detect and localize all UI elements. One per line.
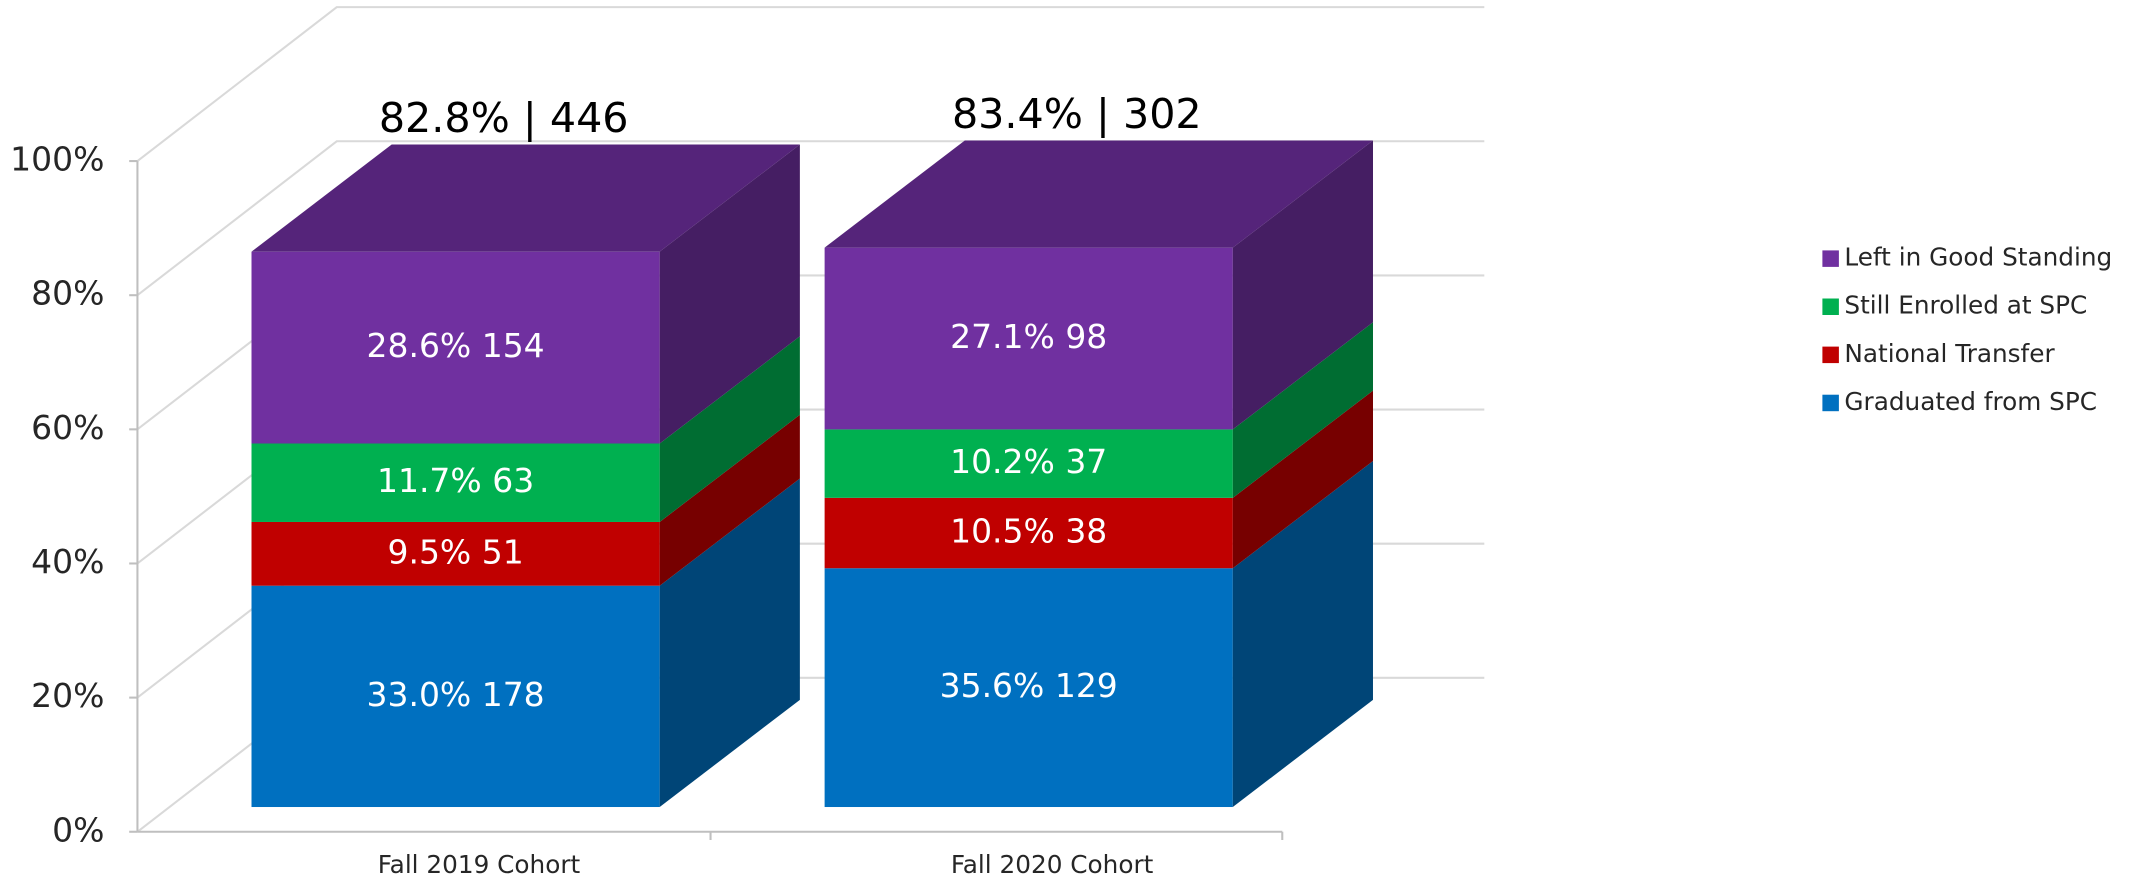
- y-tick-label: 60%: [31, 408, 104, 447]
- legend-label: Graduated from SPC: [1844, 387, 2097, 416]
- bar-segment: [824, 247, 1233, 430]
- bar-segment: [824, 497, 1233, 569]
- bar-side: [1232, 390, 1373, 569]
- bar-segment: [251, 251, 660, 444]
- data-label: 11.7% 63: [377, 461, 534, 500]
- bar-side: [659, 144, 800, 444]
- data-label: 28.6% 154: [367, 326, 545, 365]
- legend-label: Left in Good Standing: [1844, 243, 2112, 272]
- bar-side: [659, 414, 800, 586]
- bar-segment: [251, 521, 660, 586]
- data-label: 10.5% 38: [950, 512, 1107, 551]
- data-label: 10.2% 37: [950, 442, 1107, 481]
- y-tick-label: 20%: [31, 676, 104, 715]
- bar-side: [659, 478, 800, 808]
- data-label: 33.0% 178: [367, 675, 545, 714]
- data-label: 9.5% 51: [387, 532, 523, 571]
- bar-top: [824, 140, 1373, 248]
- y-tick-label: 100%: [10, 140, 104, 179]
- legend-label: Still Enrolled at SPC: [1844, 291, 2087, 320]
- total-label: 82.8% | 446: [379, 94, 629, 142]
- bar-segment: [251, 443, 660, 522]
- bar-segment: [251, 585, 660, 808]
- bar-top: [251, 144, 800, 252]
- legend-swatch: [1822, 250, 1839, 267]
- total-label: 83.4% | 302: [952, 90, 1202, 138]
- x-tick-label: Fall 2020 Cohort: [951, 850, 1154, 876]
- data-label: 27.1% 98: [950, 317, 1107, 356]
- y-tick-label: 40%: [31, 542, 104, 581]
- bar-side: [659, 336, 800, 522]
- legend-swatch: [1822, 394, 1839, 412]
- legend-swatch: [1822, 298, 1839, 315]
- bar-side: [1232, 140, 1373, 430]
- bar-segment: [824, 568, 1233, 808]
- data-label: 35.6% 129: [940, 666, 1118, 705]
- bar-segment: [824, 429, 1233, 498]
- bar-side: [1232, 461, 1373, 808]
- legend-swatch: [1822, 346, 1839, 364]
- bar-side: [1232, 322, 1373, 498]
- grid-line: [136, 6, 1485, 162]
- x-tick-label: Fall 2019 Cohort: [378, 850, 581, 876]
- y-tick-label: 0%: [52, 810, 104, 849]
- legend-label: National Transfer: [1844, 339, 2055, 368]
- y-tick-label: 80%: [31, 274, 104, 313]
